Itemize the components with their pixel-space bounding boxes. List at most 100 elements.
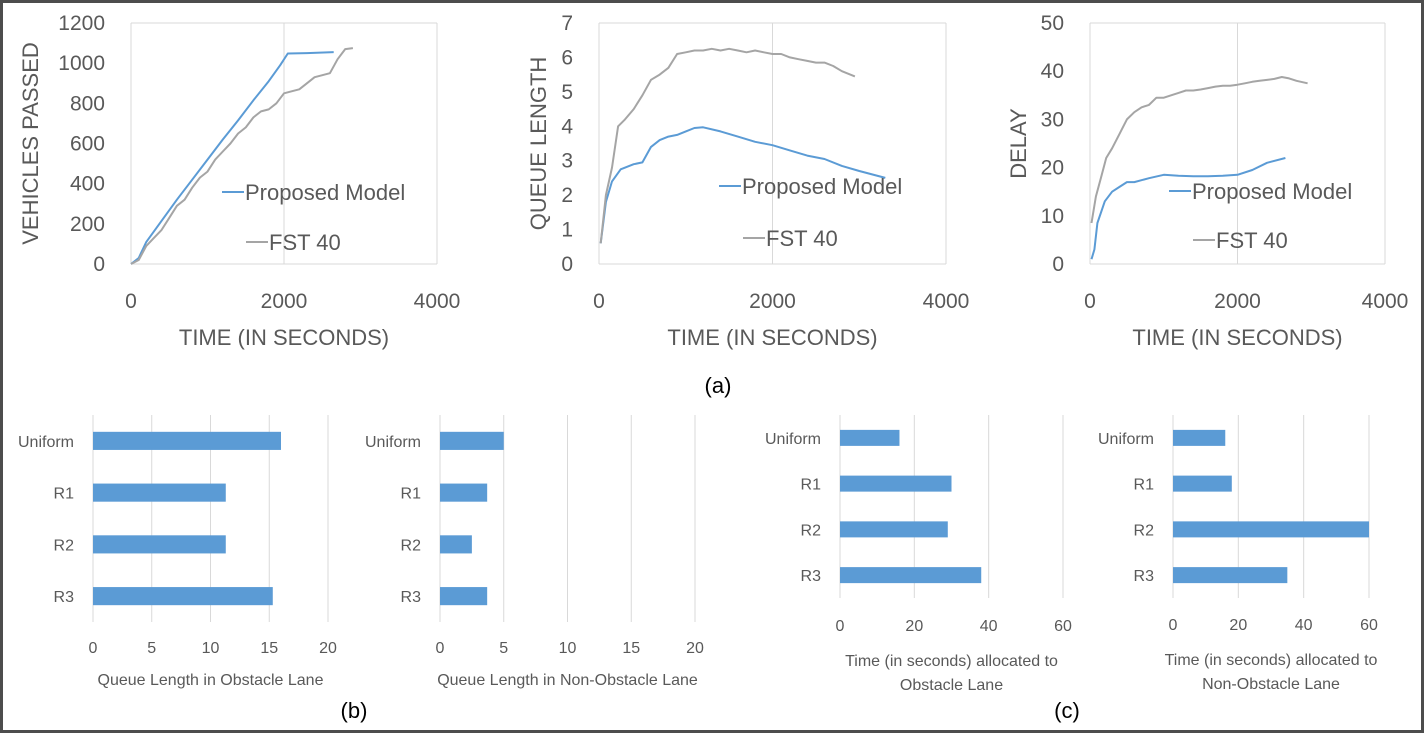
category-label: R3: [54, 589, 75, 606]
y-tick-label: 0: [93, 253, 105, 276]
y-tick-label: 7: [561, 12, 573, 35]
category-label: R2: [801, 522, 822, 539]
y-tick-label: 1200: [58, 12, 105, 35]
category-label: Uniform: [765, 431, 821, 448]
bar-r3: [1173, 567, 1288, 584]
x-tick-label: 20: [1229, 617, 1247, 634]
x-axis-label: Queue Length in Obstacle Lane: [98, 672, 324, 689]
y-tick-label: 800: [70, 92, 105, 115]
y-tick-label: 5: [561, 81, 573, 104]
x-tick-label: 2000: [1214, 290, 1261, 313]
chart-queue-length: 0 1 2 3 4 5 6 7 0 2000 4000 TIME (IN SECONDS) QUEUE …: [526, 12, 969, 350]
category-label: R1: [54, 486, 75, 503]
x-tick-label: 20: [686, 640, 704, 657]
y-axis-label: VEHICLES PASSED: [18, 42, 43, 245]
bar-r3: [840, 567, 982, 584]
category-label: R3: [401, 589, 422, 606]
x-tick-label: 20: [319, 640, 337, 657]
y-tick-label: 0: [1052, 253, 1064, 276]
x-tick-label: 2000: [749, 290, 796, 313]
x-tick-label: 60: [1360, 617, 1378, 634]
x-axis-label: TIME (IN SECONDS): [667, 325, 877, 350]
bar-uniform: [1173, 429, 1226, 446]
y-tick-label: 4: [561, 115, 573, 138]
bar-r2: [93, 535, 226, 554]
y-tick-label: 0: [561, 253, 573, 276]
x-tick-label: 0: [89, 640, 98, 657]
caption-a: (a): [705, 373, 732, 398]
x-tick-label: 0: [593, 290, 605, 313]
legend-label-fst-40: FST 40: [1216, 228, 1288, 253]
series-line-proposed-model: [599, 126, 886, 244]
category-label: R2: [54, 537, 75, 554]
bar-r1: [93, 483, 226, 502]
x-tick-label: 4000: [1362, 290, 1409, 313]
series-line-fst-40: [130, 47, 354, 265]
x-tick-label: 0: [1084, 290, 1096, 313]
y-axis-label: DELAY: [1006, 108, 1031, 179]
bar-uniform: [440, 431, 504, 450]
category-label: R2: [401, 537, 422, 554]
bar-r3: [93, 587, 273, 606]
x-tick-label: 40: [980, 618, 998, 635]
y-tick-label: 2: [561, 184, 573, 207]
x-tick-label: 0: [125, 290, 137, 313]
y-tick-label: 10: [1041, 205, 1064, 228]
y-tick-label: 600: [70, 133, 105, 156]
bar-uniform: [93, 431, 281, 450]
legend-label-fst-40: FST 40: [766, 226, 838, 251]
category-label: R1: [1134, 477, 1155, 494]
legend-label-proposed-model: Proposed Model: [1192, 179, 1352, 204]
y-tick-label: 40: [1041, 60, 1064, 83]
category-label: Uniform: [18, 434, 74, 451]
category-label: R3: [1134, 568, 1155, 585]
y-tick-label: 6: [561, 46, 573, 69]
category-label: R2: [1134, 522, 1155, 539]
category-label: Uniform: [365, 434, 421, 451]
legend-label-proposed-model: Proposed Model: [245, 180, 405, 205]
x-tick-label: 5: [499, 640, 508, 657]
x-tick-label: 10: [202, 640, 220, 657]
bar-r2: [440, 535, 472, 554]
legend-label-proposed-model: Proposed Model: [742, 174, 902, 199]
x-axis-label: Non-Obstacle Lane: [1202, 676, 1340, 693]
x-axis-label: Queue Length in Non-Obstacle Lane: [437, 672, 698, 689]
y-tick-label: 3: [561, 150, 573, 173]
y-axis-label: QUEUE LENGTH: [526, 57, 551, 231]
x-axis-label: Obstacle Lane: [900, 677, 1003, 694]
x-tick-label: 15: [260, 640, 278, 657]
x-tick-label: 5: [147, 640, 156, 657]
bar-r1: [840, 475, 952, 492]
x-axis-label: Time (in seconds) allocated to: [1165, 652, 1378, 669]
legend-label-fst-40: FST 40: [269, 230, 341, 255]
x-tick-label: 0: [1169, 617, 1178, 634]
category-label: R1: [801, 477, 822, 494]
x-tick-label: 15: [622, 640, 640, 657]
x-tick-label: 40: [1295, 617, 1313, 634]
y-tick-label: 1000: [58, 52, 105, 75]
series-line-fst-40: [1090, 76, 1308, 224]
x-tick-label: 60: [1054, 618, 1072, 635]
y-tick-label: 30: [1041, 108, 1064, 131]
x-axis-label: TIME (IN SECONDS): [179, 325, 389, 350]
series-line-proposed-model: [130, 51, 334, 265]
caption-b: (b): [341, 698, 368, 723]
x-tick-label: 0: [436, 640, 445, 657]
x-tick-label: 4000: [923, 290, 970, 313]
chart-time-obstacle-lane: 0 20 40 60 Uniform R1 R2 R3 Time (in seconds) al…: [765, 415, 1072, 694]
bar-r2: [840, 521, 948, 538]
x-tick-label: 20: [905, 618, 923, 635]
x-tick-label: 10: [559, 640, 577, 657]
y-tick-label: 50: [1041, 12, 1064, 35]
caption-c: (c): [1054, 698, 1080, 723]
series-line-fst-40: [599, 47, 856, 244]
chart-time-non-obstacle-lane: 0 20 40 60 Uniform R1 R2 R3 Time (in seconds) al…: [1098, 415, 1378, 693]
bar-r1: [440, 483, 488, 502]
x-axis-label: Time (in seconds) allocated to: [845, 653, 1058, 670]
y-tick-label: 20: [1041, 157, 1064, 180]
chart-queue-non-obstacle-lane: 0 5 10 15 20 Uniform R1 R2 R3 Queue Length in Non…: [365, 415, 704, 689]
series-line-proposed-model: [1090, 157, 1286, 260]
x-tick-label: 0: [836, 618, 845, 635]
